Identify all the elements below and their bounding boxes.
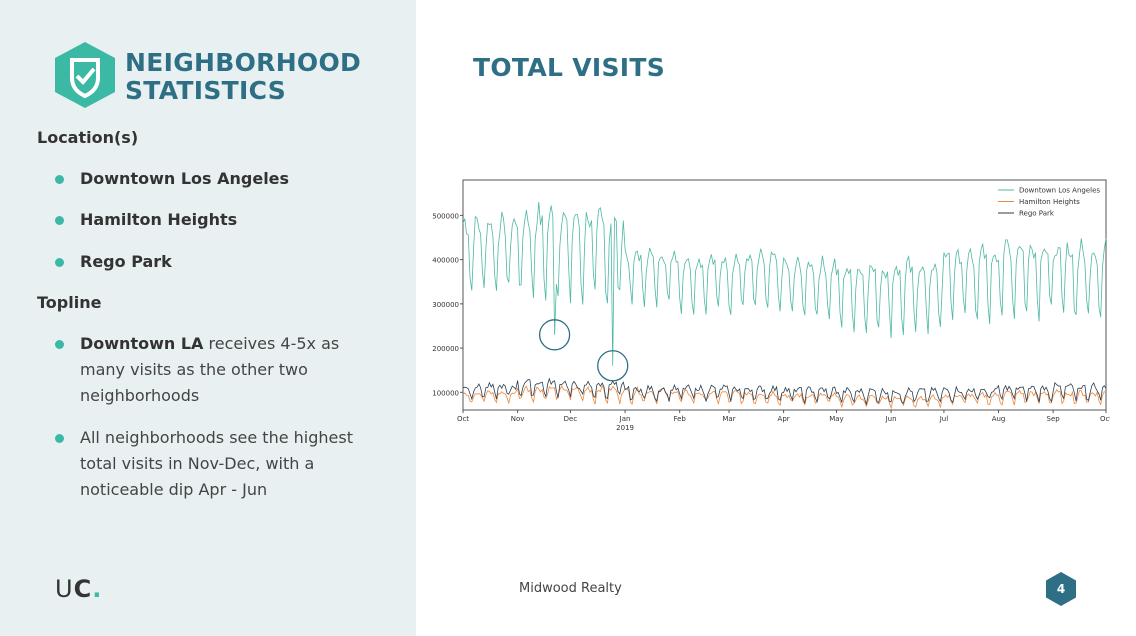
dip-highlight-circle — [597, 350, 629, 382]
location-item: Rego Park — [80, 252, 172, 271]
page-title: TOTAL VISITS — [473, 53, 666, 82]
y-tick-label: 500000 — [432, 212, 459, 220]
topline-item: All neighborhoods see the highest total … — [80, 425, 360, 503]
sidebar-panel: NEIGHBORHOOD STATISTICS Location(s) Down… — [0, 0, 416, 636]
x-tick-label: Jan — [619, 415, 631, 423]
legend-label: Downtown Los Angeles — [1019, 187, 1100, 195]
topline-item-bold: Downtown LA — [80, 334, 204, 353]
logo-c: C — [73, 575, 93, 603]
legend-label: Rego Park — [1019, 210, 1055, 218]
logo-dot: . — [92, 575, 103, 603]
page-number-badge: 4 — [1046, 572, 1076, 606]
series-line-1 — [462, 384, 1107, 410]
bullet-icon — [55, 434, 64, 443]
x-tick-label: Aug — [992, 415, 1006, 423]
y-tick-label: 200000 — [432, 345, 459, 353]
bullet-icon — [55, 175, 64, 184]
x-tick-label: Feb — [673, 415, 686, 423]
page-number: 4 — [1057, 582, 1065, 596]
bullet-icon — [55, 340, 64, 349]
x-tick-label: Oct — [457, 415, 469, 423]
legend-label: Hamilton Heights — [1019, 198, 1080, 206]
topline-heading: Topline — [37, 293, 102, 312]
topline-item-text: receives 4-5x as many visits as the othe… — [80, 334, 340, 405]
location-item: Hamilton Heights — [80, 210, 238, 229]
x-tick-label: May — [829, 415, 843, 423]
x-tick-label: Nov — [511, 415, 525, 423]
locations-heading: Location(s) — [37, 128, 139, 147]
logo-u: U — [55, 575, 74, 603]
y-tick-label: 400000 — [432, 257, 459, 265]
dip-highlight-circle — [538, 319, 571, 351]
brand-title-line2: STATISTICS — [125, 76, 287, 105]
brand-title-line1: NEIGHBORHOOD — [125, 48, 362, 77]
x-tick-label: Apr — [778, 415, 790, 423]
x-tick-label: Jul — [939, 415, 949, 423]
topline-item-text: All neighborhoods see the highest total … — [80, 428, 353, 499]
y-tick-label: 100000 — [432, 389, 459, 397]
x-tick-label: Sep — [1047, 415, 1061, 423]
shield-check-icon — [55, 42, 115, 108]
bullet-icon — [55, 216, 64, 225]
bullet-icon — [55, 258, 64, 267]
y-tick-label: 300000 — [432, 301, 459, 309]
series-line-0 — [462, 201, 1107, 366]
x-tick-label: Jun — [885, 415, 897, 423]
footer-company: Midwood Realty — [519, 581, 622, 596]
series-line-2 — [462, 377, 1107, 406]
topline-item: Downtown LA receives 4-5x as many visits… — [80, 331, 360, 409]
x-year-label: 2019 — [616, 424, 634, 432]
x-tick-label: Dec — [564, 415, 578, 423]
x-tick-label: Mar — [722, 415, 735, 423]
total-visits-chart: 100000 200000 300000 400000 500000 Oct Nov Dec J… — [432, 179, 1110, 432]
location-item: Downtown Los Angeles — [80, 169, 290, 188]
plot-frame — [462, 179, 1107, 411]
uc-logo: UC. — [55, 575, 102, 603]
x-tick-label: Oct — [1100, 415, 1110, 423]
